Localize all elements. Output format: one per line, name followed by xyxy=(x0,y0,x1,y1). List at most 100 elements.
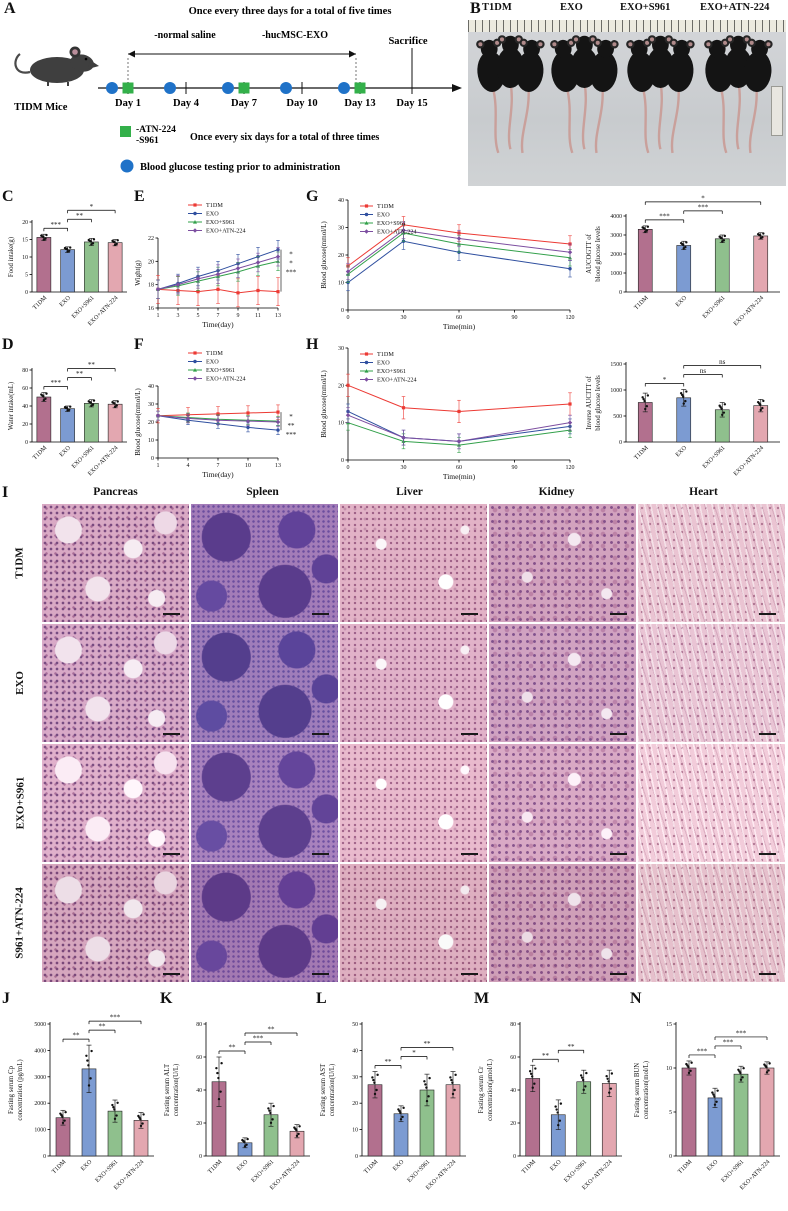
svg-text:***: *** xyxy=(253,1035,264,1043)
blood-glucose-line-chart: T1DM EXO EXO+S961 EXO+ATN-224 0 10 20 30 40 1 4 7 10… xyxy=(132,344,302,491)
panel-label-d: D xyxy=(2,336,14,353)
svg-text:60: 60 xyxy=(22,386,28,392)
histology-exo-s961-spleen xyxy=(191,744,338,862)
H_line-svg: 0 10 20 30 0 30 60 90 120 Time(min) Blood glucose(… xyxy=(320,346,575,481)
svg-text:EXO+S961: EXO+S961 xyxy=(377,368,406,375)
day1-label: Day 1 xyxy=(115,98,141,109)
histology-exo-s961-liver xyxy=(340,744,487,862)
svg-text:20: 20 xyxy=(352,1101,358,1107)
svg-text:10: 10 xyxy=(338,421,344,427)
svg-text:60: 60 xyxy=(456,465,462,471)
svg-text:30: 30 xyxy=(148,402,154,408)
H_bar-svg: 0 500 1000 1500 Inverse AUCITT of blood gluco… xyxy=(586,358,780,477)
svg-text:T1DM: T1DM xyxy=(207,1158,224,1175)
svg-text:concentration(mol/L): concentration(mol/L) xyxy=(643,1061,650,1119)
svg-text:1: 1 xyxy=(157,463,160,469)
svg-text:**: ** xyxy=(268,1026,276,1034)
exo-label: -hucMSC-EXO xyxy=(262,30,328,41)
G_bar-svg: 0 1000 2000 3000 4000 AUCOGTT of blood glucose… xyxy=(586,194,780,327)
day15-label: Day 15 xyxy=(396,98,427,109)
svg-text:40: 40 xyxy=(148,384,154,390)
svg-text:Fasting serum ALT: Fasting serum ALT xyxy=(164,1063,171,1116)
svg-text:T1DM: T1DM xyxy=(206,350,223,357)
sacrifice-label: Sacrifice xyxy=(388,36,427,47)
svg-text:1500: 1500 xyxy=(610,362,622,368)
serum-bun-chart: 0 5 10 15 Fasting serum BUN concentration(mol… xyxy=(632,1002,786,1211)
N-svg: 0 5 10 15 Fasting serum BUN concentration(mol… xyxy=(634,1022,780,1191)
arrowhead-left xyxy=(128,50,135,58)
histology-exo-liver xyxy=(340,624,487,742)
svg-text:Time(min): Time(min) xyxy=(443,322,476,331)
svg-text:**: ** xyxy=(99,1023,107,1031)
svg-text:Water intake(mL): Water intake(mL) xyxy=(8,382,15,430)
svg-text:EXO+ATN-224: EXO+ATN-224 xyxy=(206,228,246,235)
svg-text:T1DM: T1DM xyxy=(31,444,48,461)
histology-t1dm-pancreas xyxy=(42,504,189,622)
svg-text:Blood glucose(mmol/L): Blood glucose(mmol/L) xyxy=(320,370,328,438)
histology-s961-atn-spleen xyxy=(191,864,338,982)
svg-text:10: 10 xyxy=(22,255,28,261)
svg-text:5000: 5000 xyxy=(34,1022,46,1028)
panel-label-c: C xyxy=(2,188,14,205)
svg-text:EXO: EXO xyxy=(674,444,688,458)
svg-text:**: ** xyxy=(424,1040,432,1048)
svg-text:***: *** xyxy=(723,1038,734,1046)
svg-text:***: *** xyxy=(110,1014,121,1022)
mice-photo-svg xyxy=(473,34,776,156)
svg-text:0: 0 xyxy=(43,1154,46,1160)
svg-text:concentration(μmol/L): concentration(μmol/L) xyxy=(487,1059,494,1121)
svg-text:1000: 1000 xyxy=(34,1128,46,1134)
svg-text:Wight(g): Wight(g) xyxy=(134,260,142,286)
histology-row-t1dm: T1DM xyxy=(0,504,785,622)
panel-label-i: I xyxy=(2,484,9,501)
svg-text:5: 5 xyxy=(669,1110,672,1116)
svg-text:***: *** xyxy=(698,203,709,211)
svg-text:18: 18 xyxy=(148,283,154,289)
svg-text:T1DM: T1DM xyxy=(51,1158,68,1175)
svg-text:0: 0 xyxy=(341,308,344,314)
svg-text:0: 0 xyxy=(151,456,154,462)
legend-square-icon xyxy=(120,126,131,137)
svg-text:*: * xyxy=(289,413,293,421)
histology-t1dm-liver xyxy=(340,504,487,622)
panel-label-k: K xyxy=(160,990,173,1007)
svg-text:EXO: EXO xyxy=(549,1158,563,1172)
panel-label-j: J xyxy=(2,990,10,1007)
M-svg: 0 20 40 60 80 Fasting serum Cr concentration(μ… xyxy=(478,1022,622,1191)
column-header-spleen: Spleen xyxy=(246,486,279,498)
svg-text:***: *** xyxy=(659,212,670,220)
svg-text:20: 20 xyxy=(148,420,154,426)
svg-text:0: 0 xyxy=(347,315,350,321)
svg-text:0: 0 xyxy=(619,290,622,296)
svg-text:EXO+ATN-224: EXO+ATN-224 xyxy=(377,229,417,236)
histology-s961-atn-heart xyxy=(638,864,785,982)
svg-text:EXO+S961: EXO+S961 xyxy=(377,220,406,227)
svg-text:*: * xyxy=(289,260,293,268)
svg-text:**: ** xyxy=(229,1044,237,1052)
panel-label-f: F xyxy=(134,336,144,353)
svg-text:80: 80 xyxy=(510,1022,516,1028)
histology-row-s961-atn: S961+ATN-224 xyxy=(0,864,785,982)
legend-square-text: Once every six days for a total of three… xyxy=(190,132,379,143)
svg-text:***: *** xyxy=(51,379,62,387)
row-label-t1dm: T1DM xyxy=(13,547,26,579)
histology-t1dm-spleen xyxy=(191,504,338,622)
svg-text:3000: 3000 xyxy=(610,233,622,239)
svg-text:T1DM: T1DM xyxy=(377,203,394,210)
svg-text:**: ** xyxy=(76,370,84,378)
svg-text:EXO+ATN-224: EXO+ATN-224 xyxy=(732,294,765,327)
histology-exo-s961-heart xyxy=(638,744,785,862)
panel-label-h: H xyxy=(306,336,319,353)
svg-text:2000: 2000 xyxy=(610,252,622,258)
svg-text:2000: 2000 xyxy=(34,1101,46,1107)
saline-label: -normal saline xyxy=(154,30,216,41)
svg-text:*: * xyxy=(701,194,705,202)
histology-row-exo-s961: EXO+S961 xyxy=(0,744,785,862)
panel-a-timeline: Once every three days for a total of fiv… xyxy=(14,6,462,173)
svg-text:***: *** xyxy=(736,1029,747,1037)
svg-text:80: 80 xyxy=(196,1022,202,1028)
svg-text:EXO+S961: EXO+S961 xyxy=(206,219,235,226)
svg-text:blood glucose levels: blood glucose levels xyxy=(595,226,602,282)
